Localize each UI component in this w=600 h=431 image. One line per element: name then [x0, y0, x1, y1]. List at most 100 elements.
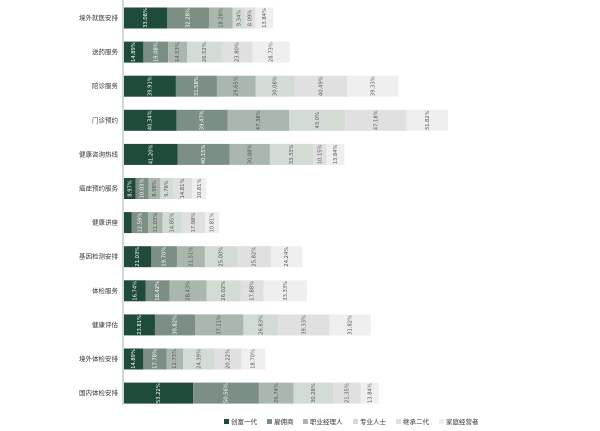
bar-segment [175, 75, 217, 97]
legend-item: 专业人士 [353, 417, 387, 426]
bar-segment [183, 348, 215, 370]
data-label: 50.56% [224, 383, 230, 403]
bar-segment [205, 212, 220, 234]
data-label: 29.65% [234, 76, 240, 96]
data-label: 24.39% [196, 349, 202, 369]
bar-segment [124, 382, 194, 404]
bar-segment [294, 75, 348, 97]
bar-segment [181, 212, 206, 234]
bar-segment [240, 280, 264, 302]
legend-item: 创富一代 [224, 417, 258, 426]
legend-label: 专业人士 [360, 417, 387, 426]
data-label: 33.33% [283, 281, 289, 301]
data-label: 12.59% [137, 213, 143, 233]
data-label: 25.82% [252, 247, 258, 267]
bar-segment [243, 314, 279, 336]
data-label: 40.49% [318, 76, 324, 96]
bar-segment [124, 280, 146, 302]
bar-segment [263, 280, 308, 302]
bar-segment [135, 178, 149, 199]
bar-segment [187, 41, 222, 63]
data-label: 26.52% [202, 42, 208, 62]
data-label: 39.91% [147, 76, 153, 96]
bar-segment [148, 212, 163, 234]
bar-segment [214, 348, 242, 370]
bar-segment [289, 109, 346, 131]
bar-segment [177, 143, 230, 165]
data-label: 17.98% [191, 213, 197, 233]
bar-segment [124, 178, 136, 199]
category-label: 基因检测安排 [79, 252, 119, 261]
bar-segment [168, 41, 188, 63]
bar-segment [204, 246, 238, 268]
data-label: 17.88% [250, 281, 256, 301]
data-label: 40.15% [201, 144, 207, 164]
bar-segment [148, 178, 161, 199]
bar-segment [329, 314, 371, 336]
bar-segment [326, 143, 345, 165]
data-label: 19.08% [153, 42, 159, 62]
bar-segment [124, 314, 155, 336]
bar-segment [360, 382, 379, 404]
category-label: 境外体检安排 [79, 354, 119, 363]
bar-segment [206, 280, 241, 302]
bar-segment [241, 348, 266, 370]
bar-segment [131, 212, 149, 234]
data-label: 28.73% [269, 42, 275, 62]
legend: 创富一代 雇佣商 职业经理人 专业人士 继承二代 家庭经营者 [224, 417, 479, 426]
legend-label: 雇佣商 [274, 417, 294, 426]
bar-segment [270, 246, 303, 268]
bar-segment [293, 382, 334, 404]
data-label: 30.28% [311, 383, 317, 403]
data-label: 9.76% [164, 180, 170, 197]
data-label: 10.15% [317, 144, 323, 164]
data-label: 26.83% [258, 315, 264, 335]
category-label: 送药服务 [92, 47, 119, 56]
data-label: 31.82% [348, 315, 354, 335]
bar-segment [345, 109, 407, 131]
category-label: 体检服务 [92, 286, 119, 295]
bar-segment [258, 382, 294, 404]
data-label: 26.74% [274, 383, 280, 403]
data-label: 10.81% [197, 179, 203, 199]
legend-label: 创富一代 [231, 417, 258, 426]
bar-segment [192, 178, 207, 199]
data-label: 53.22% [156, 383, 162, 403]
data-label: 14.89% [131, 42, 137, 62]
data-label: 11.03% [153, 213, 159, 233]
data-label: 30.82% [172, 315, 178, 335]
bar-segment [195, 314, 244, 336]
bar-segment [347, 75, 399, 97]
data-label: 21.03% [135, 247, 141, 267]
bar-segment [406, 109, 448, 131]
bar-segment [124, 41, 144, 63]
bar-segment [333, 382, 361, 404]
bar-segment [278, 314, 330, 336]
bar-segment [167, 7, 209, 29]
bar-segment [124, 75, 176, 97]
data-label: 25.00% [219, 247, 225, 267]
data-label: 16.74% [132, 281, 138, 301]
data-label: 13.84% [367, 383, 373, 403]
data-label: 9.34% [236, 10, 242, 27]
bar-segment [216, 75, 256, 97]
bar-segment [269, 143, 314, 165]
legend-swatch [353, 419, 358, 424]
data-label: 39.47% [200, 110, 206, 130]
bar-segment [124, 143, 178, 165]
data-label: 13.84% [262, 8, 268, 28]
bar-segment [244, 7, 256, 29]
category-label: 健康评估 [92, 320, 119, 329]
category-label: 陪诊服务 [92, 81, 119, 90]
category-label: 健康咨询热线 [79, 149, 119, 158]
data-label: 39.33% [370, 76, 376, 96]
bar-segment [176, 109, 228, 131]
bar-segment [162, 212, 182, 234]
data-label: 40.34% [148, 110, 154, 130]
data-label: 37.21% [217, 315, 223, 335]
bar-segment [154, 314, 196, 336]
bar-segment [124, 348, 144, 370]
bar-segment [143, 41, 169, 63]
data-label: 30.88% [247, 144, 253, 164]
bar-segment [145, 280, 170, 302]
